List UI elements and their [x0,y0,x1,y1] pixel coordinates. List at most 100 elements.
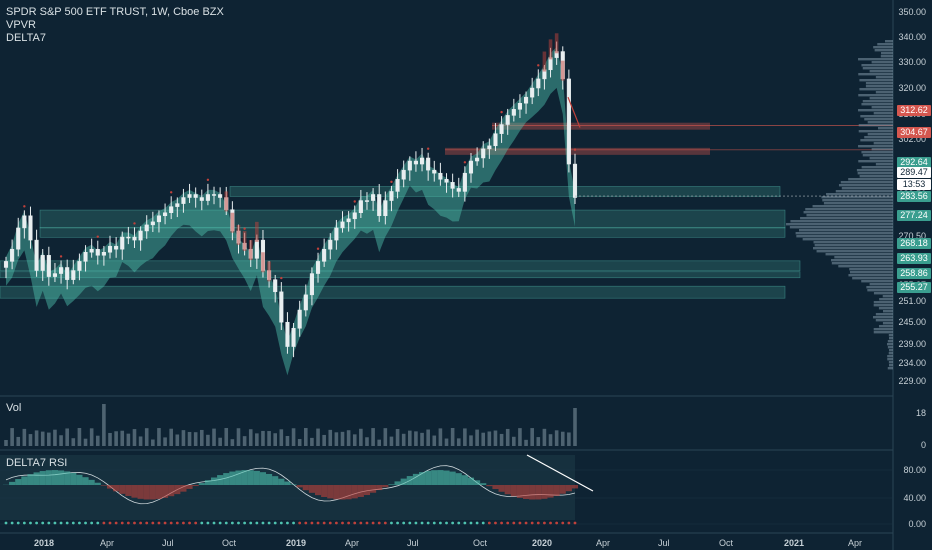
rsi-dot [182,521,185,525]
vpvr-bar [831,262,893,265]
rsi-dot [549,521,552,525]
rsi-dot [84,521,87,525]
rsi-dot [90,521,94,525]
price-tag: 283.56 [897,191,931,202]
vpvr-bar [802,238,893,241]
vpvr-bar [834,256,893,259]
candle-body [383,200,388,217]
vpvr-bar [887,340,893,343]
time-axis-label: Apr [100,538,115,548]
rsi-dot [487,521,491,525]
rsi-dot [157,521,161,525]
volume-bar [297,439,302,446]
candle-body [199,197,204,201]
rsi-dot [310,521,314,525]
candle-body [95,248,100,256]
rsi-fill [535,485,542,500]
volume-bar [401,433,406,446]
volume-bar [450,428,455,446]
rsi-fill [529,485,536,500]
indicator-vpvr[interactable]: VPVR [6,19,36,31]
vpvr-bar [790,220,893,223]
candle-body [536,78,541,89]
vpvr-bar [871,61,893,64]
volume-bar [132,429,137,446]
time-axis-label: 2018 [34,538,55,548]
rsi-dot [426,521,430,525]
rsi-dot [230,521,234,525]
vpvr-bar [877,43,893,46]
candle-body [126,236,131,239]
volume-bar [22,428,27,446]
rsi-fill [174,485,181,495]
bear-shade [560,60,565,81]
rsi-dot [371,521,375,525]
candle-body [475,157,480,162]
vpvr-bar [882,322,893,325]
time-axis-label: Jul [407,538,419,548]
rsi-dot [365,521,369,525]
rsi-fill [64,471,71,485]
rsi-fill [15,479,22,485]
candle-body [89,248,94,253]
volume-bar [16,436,21,446]
rsi-dot [451,521,455,525]
rsi-dot [22,521,26,525]
rsi-dot [212,521,216,525]
vpvr-bar [888,352,893,355]
time-axis-label: Oct [222,538,237,548]
candle-body [28,215,33,241]
volume-bar [377,439,382,446]
rsi-fill [553,485,560,496]
bear-shade [230,212,235,233]
signal-dot [243,227,246,230]
rsi-dot [390,521,393,525]
rsi-fill [565,485,572,492]
rsi-dot [108,521,112,525]
vpvr-bar [869,70,893,73]
vpvr-bar [875,319,893,322]
candle-body [77,261,82,271]
volume-bar [28,434,33,446]
drop-arrow [567,96,581,128]
time-axis-label: Jul [658,538,670,548]
rsi-fill [522,485,530,499]
rsi-dot [469,521,473,525]
volume-bar [34,430,39,446]
rsi-dot [555,521,559,525]
price-axis-label: 340.00 [898,32,926,42]
candle-body [315,261,321,274]
volume-bar [560,431,565,446]
vpvr-bar [861,166,893,169]
vpvr-bar [865,82,893,85]
volume-bar [47,432,51,446]
rsi-dot [114,521,118,525]
rsi-axis-label: 80.00 [903,465,926,475]
volume-bar [255,433,259,446]
vpvr-bar [826,193,893,196]
rsi-dot [29,521,32,525]
symbol-title[interactable]: SPDR S&P 500 ETF TRUST, 1W, Cboe BZX [6,6,224,18]
rsi-dot [573,521,577,525]
volume-bar [224,428,229,446]
rsi-dot [341,521,344,525]
rsi-fill [168,485,175,497]
rsi-dot [530,521,534,525]
rsi-fill [186,485,193,489]
price-tag: 13:53 [897,179,931,190]
rsi-fill [180,485,187,492]
vpvr-bar [858,94,893,97]
candle-body [389,191,394,201]
vpvr-bar [856,169,893,172]
rsi-dot [279,521,283,525]
rsi-fill [21,476,28,485]
indicator-delta7[interactable]: DELTA7 [6,32,46,44]
rsi-fill [229,471,236,485]
rsi-dot [200,521,204,525]
signal-dot [206,178,210,182]
rsi-fill [266,473,273,485]
rsi-fill [461,475,468,485]
rsi-dot [261,521,265,525]
